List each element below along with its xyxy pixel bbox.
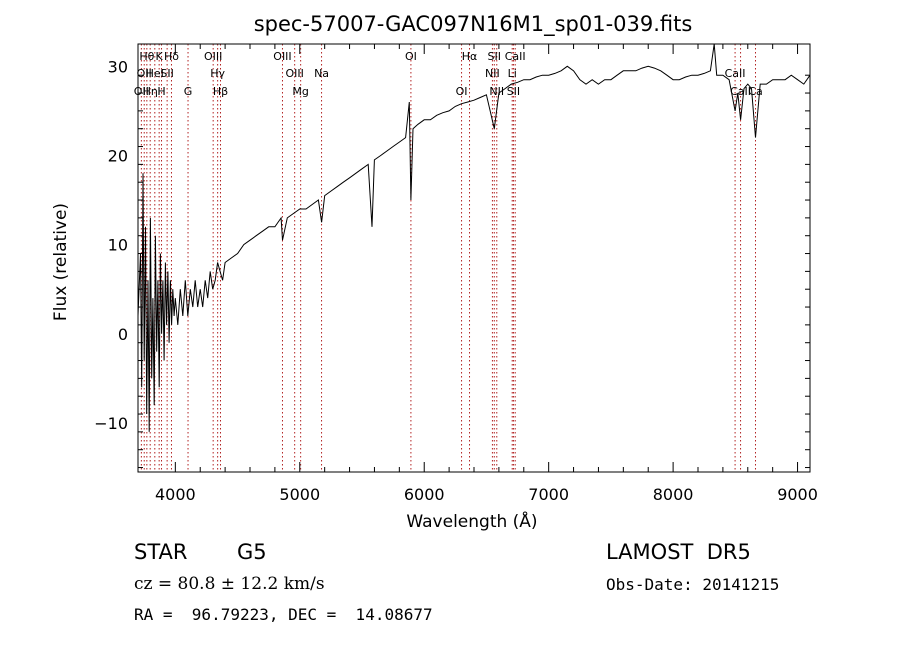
y-tick-label-30: 30 bbox=[108, 57, 128, 76]
y-tick-label--10: −10 bbox=[94, 414, 128, 433]
line-marker-label-10: OIII bbox=[204, 50, 222, 63]
line-marker-label-6: H bbox=[157, 85, 165, 98]
y-axis: −10 0 10 20 30 bbox=[94, 57, 810, 469]
line-marker-label-1: OII bbox=[137, 67, 152, 80]
x-tick-label-6000: 6000 bbox=[404, 485, 445, 504]
line-marker-label-19: Hα bbox=[462, 50, 478, 63]
spectrum-line-0 bbox=[137, 43, 811, 432]
line-marker-label-18: OI bbox=[456, 85, 468, 98]
line-marker-label-14: OIII bbox=[285, 67, 303, 80]
plot-frame bbox=[137, 43, 811, 473]
coordinates-text: RA = 96.79223, DEC = 14.08677 bbox=[134, 605, 433, 624]
survey-label: LAMOST DR5 bbox=[606, 540, 751, 564]
line-marker-label-25: CaII bbox=[505, 50, 526, 63]
line-marker-label-27: CaII bbox=[730, 85, 751, 98]
observation-date: Obs-Date: 20141215 bbox=[606, 575, 780, 594]
line-marker-label-24: SII bbox=[507, 85, 520, 98]
line-marker-label-22: NII bbox=[489, 85, 504, 98]
line-marker-label-13: OIII bbox=[273, 50, 291, 63]
x-tick-label-9000: 9000 bbox=[777, 485, 818, 504]
line-markers bbox=[140, 44, 756, 472]
line-marker-label-3: Hη bbox=[143, 85, 158, 98]
line-marker-label-4: HeI bbox=[146, 67, 164, 80]
redshift-text: cz = 80.8 ± 12.2 km/s bbox=[134, 574, 325, 594]
line-marker-labels: OIIOIIHθHηHeIKHSIIHδGOIIIHγHβOIIIOIIIMgN… bbox=[134, 50, 763, 98]
line-marker-label-5: K bbox=[156, 50, 164, 63]
object-class: STAR bbox=[134, 540, 188, 564]
x-axis-label: Wavelength (Å) bbox=[406, 510, 537, 532]
line-marker-label-26: CaII bbox=[725, 67, 746, 80]
line-marker-label-20: NII bbox=[485, 67, 500, 80]
line-marker-label-7: SII bbox=[160, 67, 173, 80]
line-marker-label-15: Mg bbox=[292, 85, 308, 98]
line-marker-label-2: Hθ bbox=[139, 50, 154, 63]
y-tick-label-0: 0 bbox=[118, 325, 128, 344]
x-tick-label-4000: 4000 bbox=[155, 485, 196, 504]
line-marker-label-8: Hδ bbox=[164, 50, 179, 63]
chart-title: spec-57007-GAC097N16M1_sp01-039.fits bbox=[254, 12, 693, 37]
spectrum-line-group bbox=[137, 43, 811, 432]
line-marker-label-16: Na bbox=[314, 67, 329, 80]
object-subclass: G5 bbox=[237, 540, 267, 564]
line-marker-label-12: Hβ bbox=[213, 85, 228, 98]
x-tick-label-8000: 8000 bbox=[653, 485, 694, 504]
y-tick-label-10: 10 bbox=[108, 236, 128, 255]
y-tick-label-20: 20 bbox=[108, 146, 128, 165]
line-marker-label-9: G bbox=[184, 85, 193, 98]
y-axis-label: Flux (relative) bbox=[51, 203, 71, 321]
line-marker-label-17: OI bbox=[405, 50, 417, 63]
x-tick-label-7000: 7000 bbox=[528, 485, 569, 504]
line-marker-label-21: SII bbox=[488, 50, 501, 63]
x-axis: 4000 5000 6000 7000 8000 9000 bbox=[155, 44, 818, 504]
line-marker-label-11: Hγ bbox=[210, 67, 225, 80]
x-tick-label-5000: 5000 bbox=[279, 485, 320, 504]
line-marker-label-23: Li bbox=[508, 67, 517, 80]
